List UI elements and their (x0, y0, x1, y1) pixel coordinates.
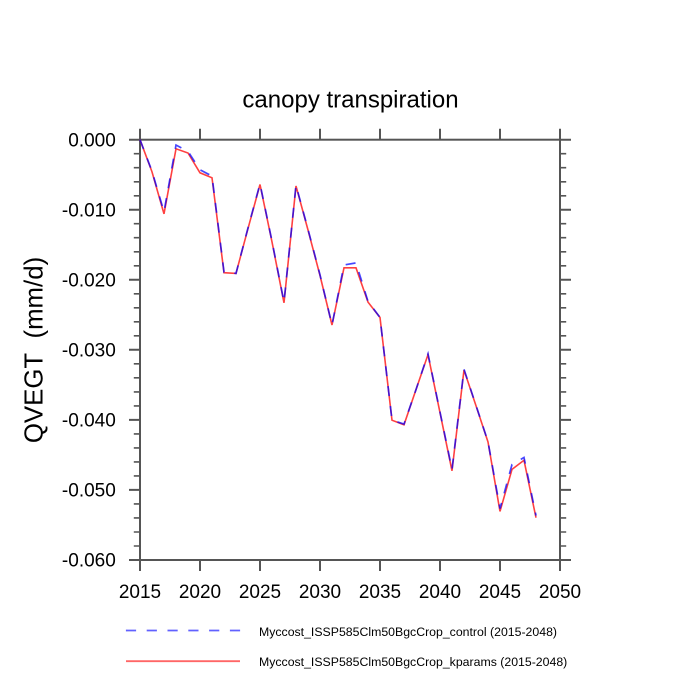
svg-text:0.000: 0.000 (68, 130, 116, 151)
svg-text:-0.050: -0.050 (62, 481, 116, 502)
svg-text:2020: 2020 (179, 582, 221, 603)
svg-text:2045: 2045 (479, 582, 521, 603)
svg-text:2035: 2035 (359, 582, 401, 603)
svg-text:canopy transpiration: canopy transpiration (242, 87, 458, 114)
svg-text:-0.030: -0.030 (62, 341, 116, 362)
svg-text:2050: 2050 (539, 582, 581, 603)
svg-text:-0.060: -0.060 (62, 551, 116, 572)
svg-text:QVEGT (mm/d): QVEGT (mm/d) (20, 257, 48, 443)
svg-text:-0.040: -0.040 (62, 411, 116, 432)
svg-text:Myccost_ISSP585Clm50BgcCrop_kp: Myccost_ISSP585Clm50BgcCrop_kparams (201… (259, 655, 567, 669)
svg-text:-0.010: -0.010 (62, 200, 116, 221)
svg-text:2015: 2015 (119, 582, 161, 603)
svg-text:2040: 2040 (419, 582, 461, 603)
svg-text:2025: 2025 (239, 582, 281, 603)
svg-text:Myccost_ISSP585Clm50BgcCrop_co: Myccost_ISSP585Clm50BgcCrop_control (201… (259, 625, 557, 639)
svg-text:-0.020: -0.020 (62, 271, 116, 292)
svg-text:2030: 2030 (299, 582, 341, 603)
